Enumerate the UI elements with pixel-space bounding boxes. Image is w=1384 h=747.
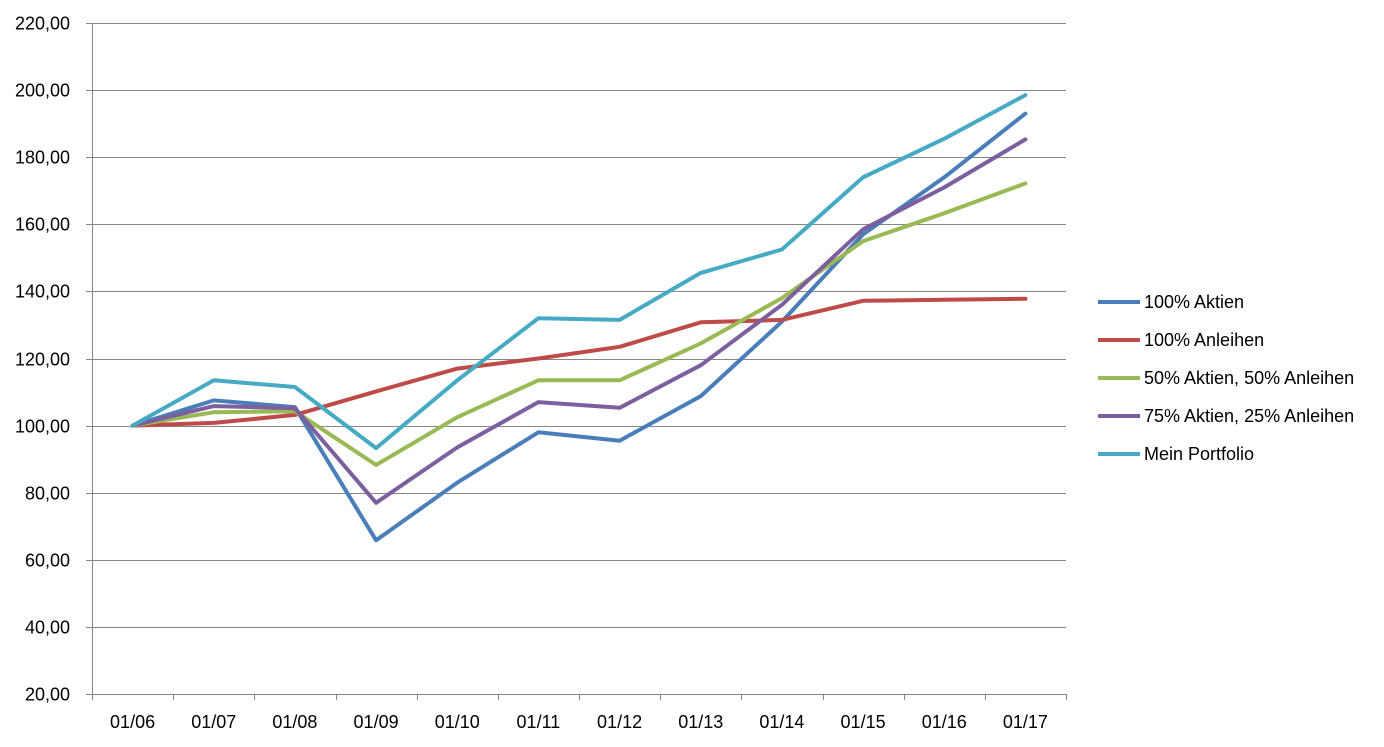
series-line (130, 93, 1028, 451)
legend-swatch (1098, 338, 1140, 342)
y-tick-label: 160,00 (15, 215, 70, 235)
x-tick-label: 01/12 (597, 712, 642, 732)
series-line (130, 111, 1028, 543)
legend-swatch (1098, 376, 1140, 380)
legend-item: 50% Aktien, 50% Anleihen (1098, 359, 1354, 397)
legend-item: 75% Aktien, 25% Anleihen (1098, 397, 1354, 435)
legend: 100% Aktien 100% Anleihen 50% Aktien, 50… (1098, 283, 1354, 473)
y-tick-label: 80,00 (25, 484, 70, 504)
y-tick-label: 120,00 (15, 350, 70, 370)
y-tick-label: 40,00 (25, 618, 70, 638)
x-tick-labels: 01/06 01/07 01/08 01/09 01/10 01/11 01/12 01/13… (110, 712, 1048, 732)
y-tick-label: 200,00 (15, 81, 70, 101)
gridlines (92, 23, 1066, 628)
x-tick-label: 01/15 (841, 712, 886, 732)
y-tick-labels: 20,00 40,00 60,00 80,00 100,00 120,00 140,00 16… (15, 14, 70, 705)
legend-label: 75% Aktien, 25% Anleihen (1144, 405, 1355, 426)
x-tick-label: 01/10 (435, 712, 480, 732)
x-tick-label: 01/09 (354, 712, 399, 732)
y-tick-label: 180,00 (15, 148, 70, 168)
x-tick-label: 01/08 (272, 712, 317, 732)
legend-label: 100% Anleihen (1144, 329, 1265, 350)
series-line (130, 137, 1028, 505)
legend-label: Mein Portfolio (1144, 443, 1255, 464)
legend-item: Mein Portfolio (1098, 435, 1354, 473)
legend-swatch (1098, 414, 1140, 418)
legend-item: 100% Anleihen (1098, 321, 1354, 359)
axes (86, 23, 1067, 700)
x-tick-label: 01/16 (922, 712, 967, 732)
y-tick-label: 20,00 (25, 685, 70, 705)
series-line (130, 181, 1028, 467)
x-tick-label: 01/14 (759, 712, 804, 732)
legend-swatch (1098, 300, 1140, 304)
legend-item: 100% Aktien (1098, 283, 1354, 321)
legend-swatch (1098, 452, 1140, 456)
y-tick-label: 140,00 (15, 282, 70, 302)
y-tick-label: 100,00 (15, 417, 70, 437)
series-line (130, 296, 1028, 428)
series-lines (130, 93, 1028, 543)
legend-label: 100% Aktien (1144, 291, 1245, 312)
y-tick-label: 60,00 (25, 551, 70, 571)
x-tick-label: 01/06 (110, 712, 155, 732)
y-tick-label: 220,00 (15, 14, 70, 34)
x-tick-label: 01/11 (517, 712, 561, 732)
x-tick-label: 01/13 (678, 712, 723, 732)
x-tick-label: 01/07 (191, 712, 236, 732)
x-tick-label: 01/17 (1003, 712, 1048, 732)
legend-label: 50% Aktien, 50% Anleihen (1144, 367, 1355, 388)
